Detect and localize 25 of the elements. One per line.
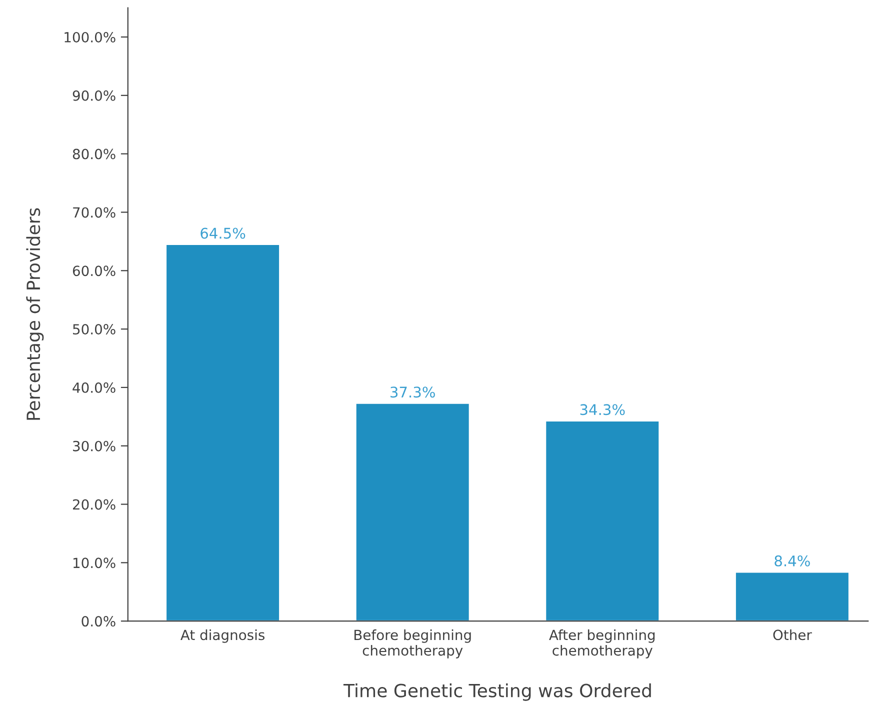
y-tick-label: 10.0% bbox=[73, 558, 116, 568]
x-tick-label: After beginning chemotherapy bbox=[549, 629, 655, 658]
x-axis-title: Time Genetic Testing was Ordered bbox=[343, 683, 651, 701]
data-label: 8.4% bbox=[774, 555, 810, 566]
bar bbox=[544, 420, 660, 622]
y-tick-label: 80.0% bbox=[72, 148, 116, 160]
y-tick-label: 30.0% bbox=[73, 440, 116, 452]
y-tick-label: 50.0% bbox=[73, 324, 116, 335]
y-tick-label: 90.0% bbox=[72, 90, 116, 101]
y-tick-label: 40.0% bbox=[72, 382, 116, 393]
data-label: 64.5% bbox=[200, 228, 246, 239]
y-tick-label: 70.0% bbox=[73, 207, 116, 218]
x-tick-label: At diagnosis bbox=[180, 629, 264, 643]
data-label: 34.3% bbox=[580, 404, 625, 416]
y-tick-label: 60.0% bbox=[72, 266, 116, 276]
bar bbox=[165, 244, 280, 622]
bar bbox=[354, 402, 470, 622]
bar bbox=[734, 571, 850, 622]
y-axis-title: Percentage of Providers bbox=[26, 208, 44, 420]
y-tick-label: 100.0% bbox=[64, 32, 116, 42]
x-tick-label: Before beginning chemotherapy bbox=[354, 629, 471, 658]
data-label: 37.3% bbox=[390, 386, 435, 398]
x-tick-label: Other bbox=[773, 629, 812, 640]
y-tick-label: 0.0% bbox=[82, 616, 116, 627]
y-tick-label: 20.0% bbox=[72, 499, 116, 510]
